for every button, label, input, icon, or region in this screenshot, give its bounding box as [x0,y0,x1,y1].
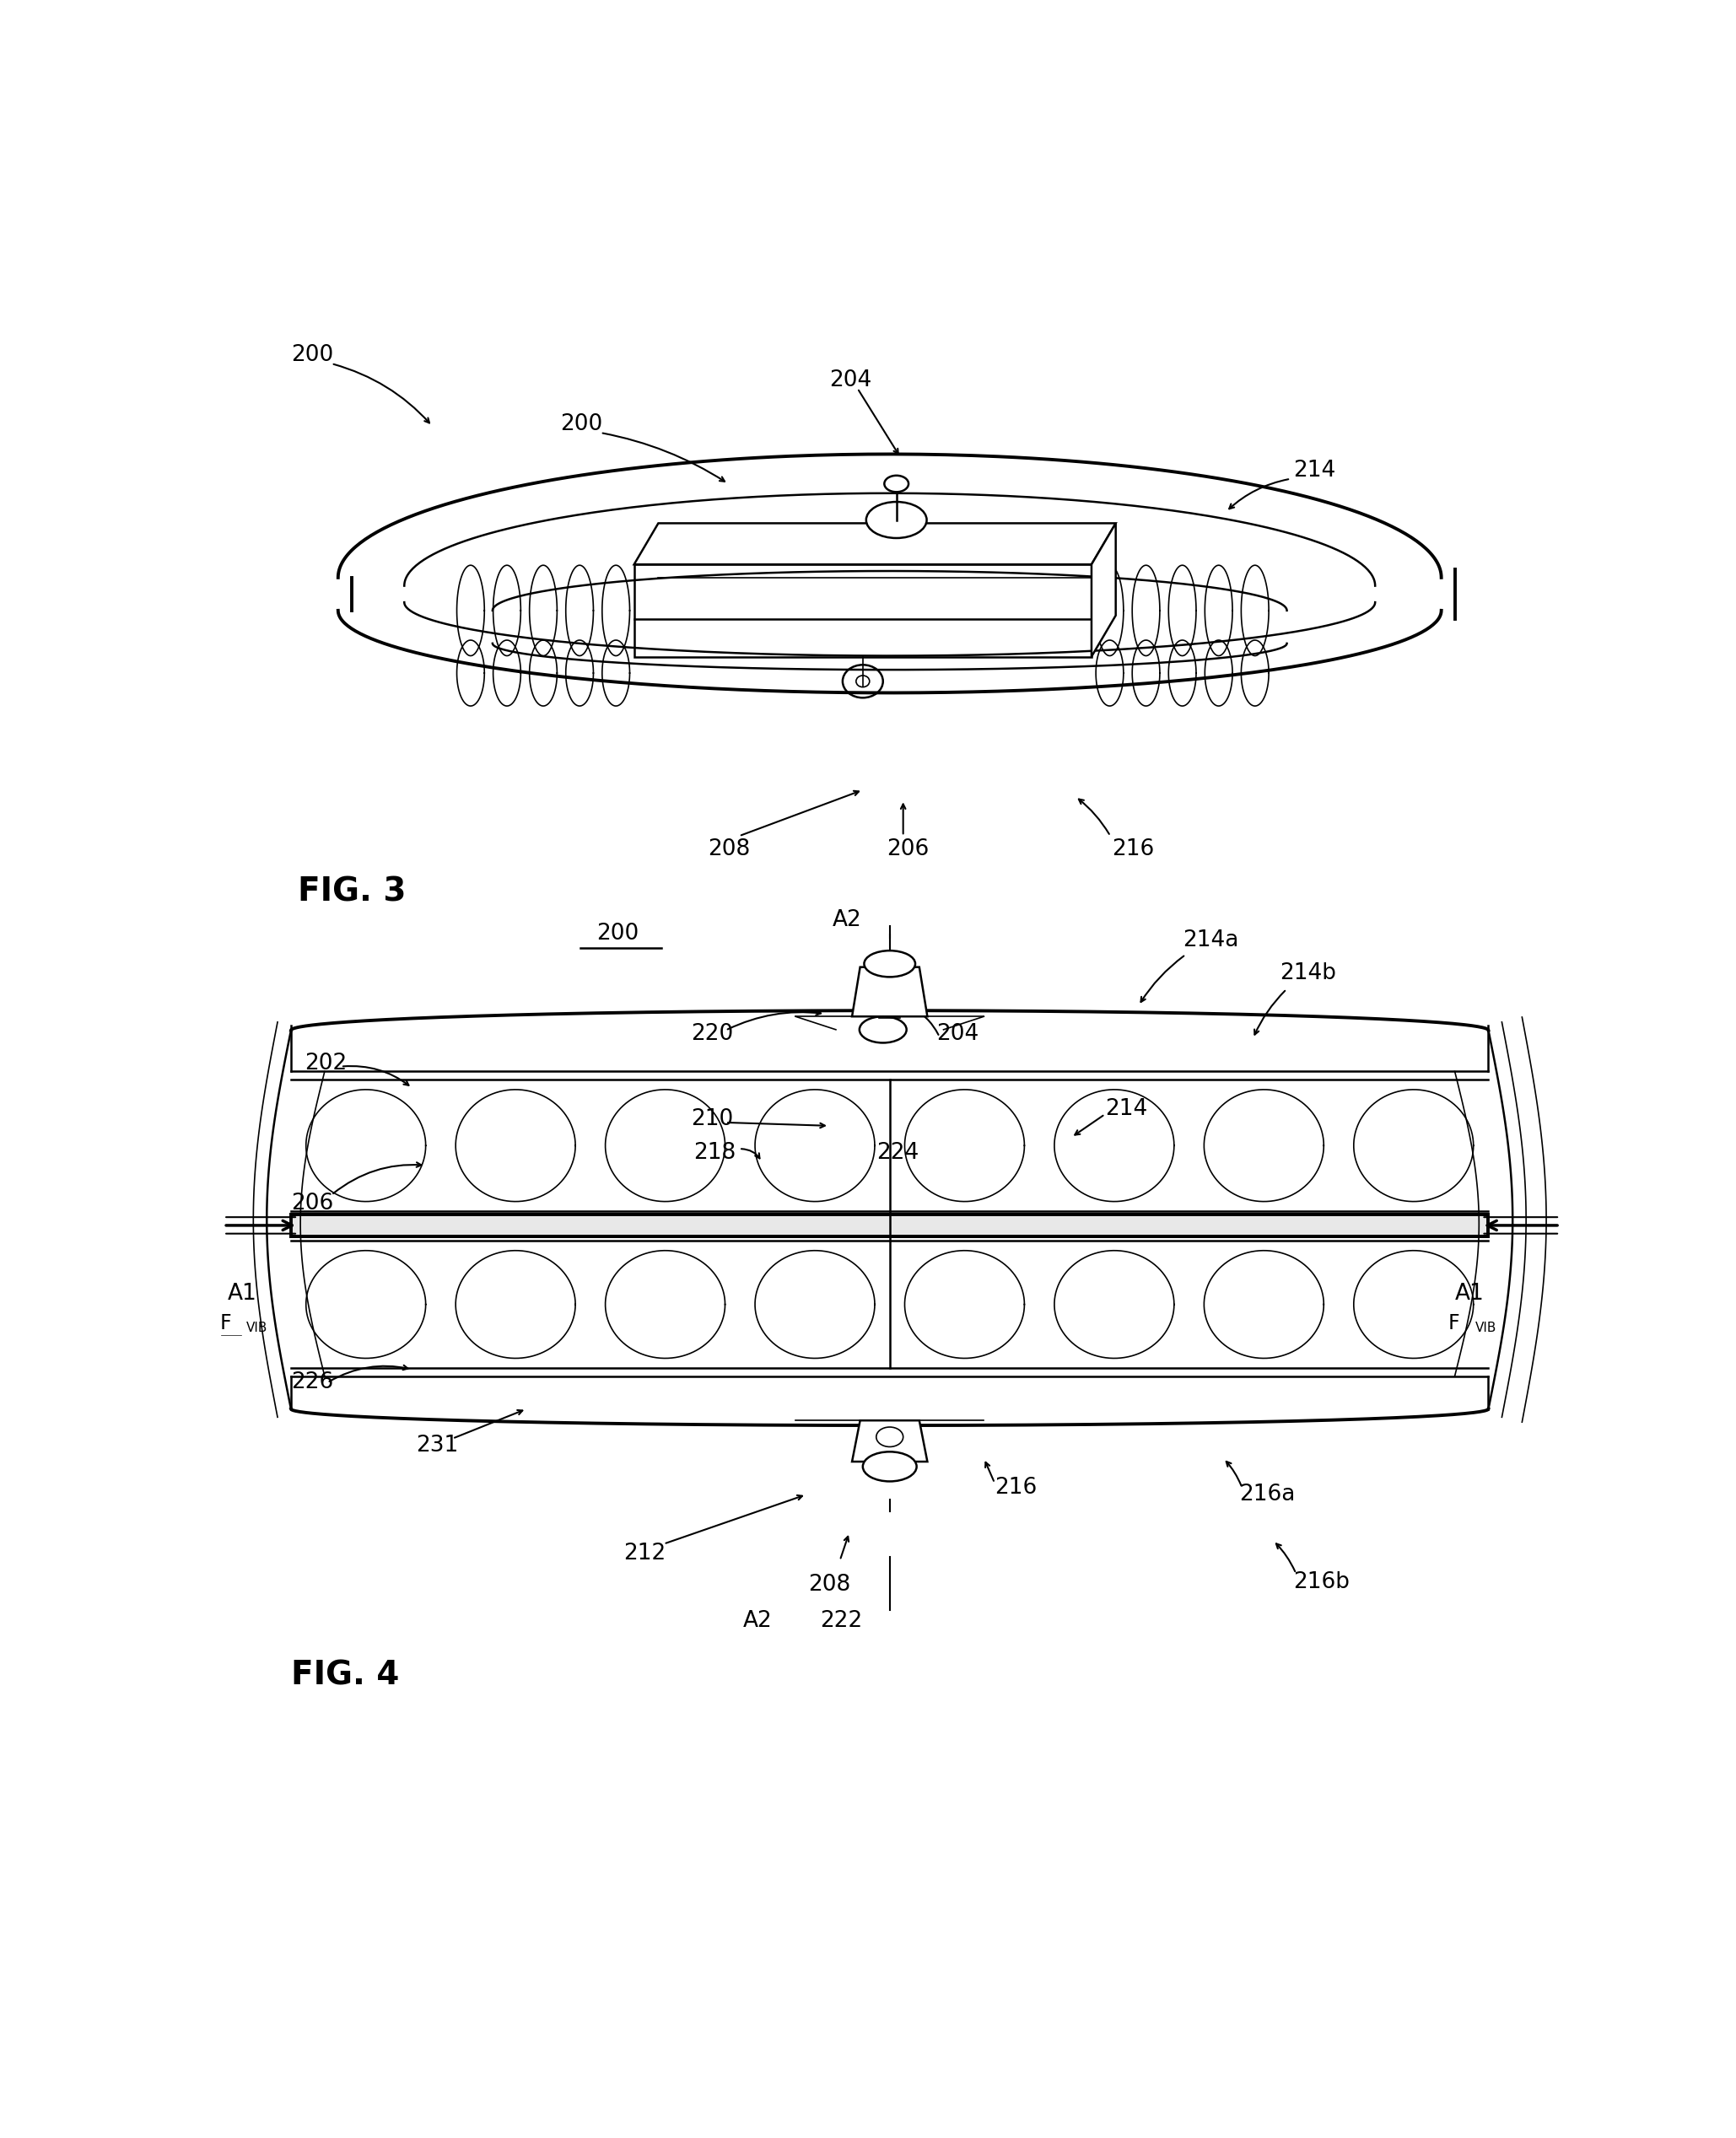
Polygon shape [852,966,927,1016]
Text: A2: A2 [743,1610,773,1631]
Text: 214: 214 [1293,460,1335,481]
Text: 216: 216 [1111,838,1154,859]
Text: 206: 206 [292,1193,333,1214]
Text: 214: 214 [1106,1099,1147,1120]
Text: 204: 204 [830,370,871,391]
Text: F: F [220,1313,231,1334]
Text: F: F [1448,1313,1460,1334]
Text: 200: 200 [597,924,639,945]
Text: A1: A1 [227,1283,257,1304]
Text: FIG. 3: FIG. 3 [299,877,406,909]
Text: 218: 218 [694,1142,736,1165]
Text: 210: 210 [691,1107,733,1131]
Text: 224: 224 [877,1142,918,1165]
Polygon shape [852,1420,927,1462]
Ellipse shape [866,502,927,539]
Ellipse shape [865,951,915,977]
Text: 200: 200 [292,344,333,366]
Text: 206: 206 [887,838,929,859]
Text: 202: 202 [304,1052,347,1073]
Text: FIG. 4: FIG. 4 [292,1659,399,1691]
Text: 200: 200 [561,413,602,436]
Polygon shape [1092,524,1116,656]
Text: 216b: 216b [1293,1571,1351,1593]
Text: A2: A2 [832,909,861,932]
Polygon shape [634,524,1116,564]
Text: 216: 216 [995,1477,1036,1499]
Text: 220: 220 [691,1022,733,1045]
Text: 208: 208 [807,1574,851,1595]
Text: VIB: VIB [1476,1321,1496,1334]
Text: 214a: 214a [1182,930,1240,951]
Text: 222: 222 [819,1610,863,1631]
Text: 212: 212 [623,1544,667,1565]
Polygon shape [292,1214,1488,1236]
Text: 226: 226 [292,1373,333,1394]
Ellipse shape [884,475,908,492]
Text: 208: 208 [708,838,750,859]
Text: 204: 204 [937,1022,979,1045]
Text: 216a: 216a [1240,1484,1295,1505]
Text: A1: A1 [1455,1283,1484,1304]
Text: 214b: 214b [1279,962,1337,983]
Text: VIB: VIB [247,1321,267,1334]
Ellipse shape [863,1452,917,1482]
Text: 231: 231 [417,1435,458,1456]
